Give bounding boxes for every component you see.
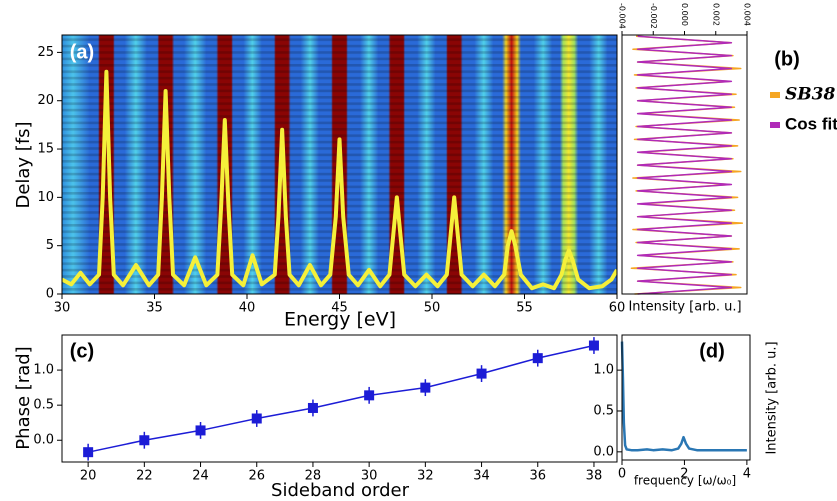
x-tick-label: 36 <box>529 469 546 484</box>
x-tick-label: 2 <box>680 467 688 482</box>
series-layer <box>62 69 617 291</box>
x-tick-label: 34 <box>473 469 490 484</box>
y-tick-label: 0.0 <box>33 433 54 448</box>
y-axis-label: Intensity [arb. u.] <box>765 341 780 454</box>
series-line <box>620 341 747 452</box>
axes-frame <box>621 334 751 461</box>
x-tick-label: 40 <box>239 301 256 316</box>
y-tick-label: 0.0 <box>593 444 614 459</box>
y-tick-label: 15 <box>37 142 54 157</box>
y-tick-label: 5 <box>46 238 54 253</box>
series-line <box>87 344 595 453</box>
y-axis-label: Phase [rad] <box>13 346 34 449</box>
legend-swatch <box>770 92 780 98</box>
y-tick-label: 10 <box>37 190 54 205</box>
y-tick-label: 0.5 <box>33 398 54 413</box>
x-tick-label: 30 <box>361 469 378 484</box>
y-tick-label: 0.5 <box>593 403 614 418</box>
y-tick-label: 0 <box>46 287 54 302</box>
series-layer <box>630 35 744 295</box>
x-tick-label: 38 <box>586 469 603 484</box>
x-tick-label: 30 <box>54 301 71 316</box>
marker <box>307 402 318 413</box>
x-tick-label: 35 <box>146 301 163 316</box>
x-tick-label: 32 <box>417 469 434 484</box>
axes-frame <box>621 34 748 295</box>
y-tick-label: 1.0 <box>593 363 614 378</box>
marker <box>420 382 431 393</box>
x-tick-label: 60 <box>609 301 626 316</box>
x-tick-label: 4 <box>743 467 751 482</box>
x-tick-label: 24 <box>192 469 209 484</box>
x-tick-label: 22 <box>136 469 153 484</box>
y-tick-label: 1.0 <box>33 363 54 378</box>
axes-frame <box>61 34 618 295</box>
x-axis-label: frequency [ω/ω₀] <box>634 474 736 488</box>
x-axis-label: Intensity [arb. u.] <box>628 300 741 315</box>
panel-label: (b) <box>774 48 800 70</box>
marker <box>251 413 262 424</box>
x-tick-label: 50 <box>424 301 441 316</box>
series-line <box>62 69 617 291</box>
x-tick-label: -0.004 <box>618 3 627 29</box>
x-tick-label: 0.000 <box>680 3 689 26</box>
x-tick-label: 45 <box>331 301 348 316</box>
y-axis-label: Delay [fs] <box>13 121 34 208</box>
y-tick-label: 25 <box>37 45 54 60</box>
panel-label: (a) <box>70 41 94 63</box>
series-layer <box>620 341 747 452</box>
marker <box>195 425 206 436</box>
marker <box>588 340 599 351</box>
x-tick-label: -0.002 <box>649 3 658 29</box>
marker <box>532 353 543 364</box>
x-tick-label: 0 <box>618 467 626 482</box>
panel-label: (d) <box>699 340 725 362</box>
marker <box>476 368 487 379</box>
axes-frame <box>61 334 618 463</box>
x-tick-label: 0.004 <box>743 3 752 26</box>
x-axis-label: Sideband order <box>271 480 410 501</box>
legend-label: Cos fit <box>785 114 837 133</box>
series-layer <box>83 337 599 461</box>
x-axis-label: Energy [eV] <box>284 309 396 331</box>
y-tick-label: 20 <box>37 93 54 108</box>
x-tick-label: 28 <box>305 469 322 484</box>
marker <box>364 390 375 401</box>
x-tick-label: 55 <box>516 301 533 316</box>
x-tick-label: 20 <box>80 469 97 484</box>
panel-label: (c) <box>70 340 94 362</box>
series-line <box>636 35 733 295</box>
legend-swatch <box>770 122 780 128</box>
x-tick-label: 0.002 <box>711 3 720 26</box>
x-tick-label: 26 <box>248 469 265 484</box>
legend-label: SB38 <box>785 85 835 105</box>
marker <box>139 435 150 446</box>
marker <box>83 447 94 458</box>
